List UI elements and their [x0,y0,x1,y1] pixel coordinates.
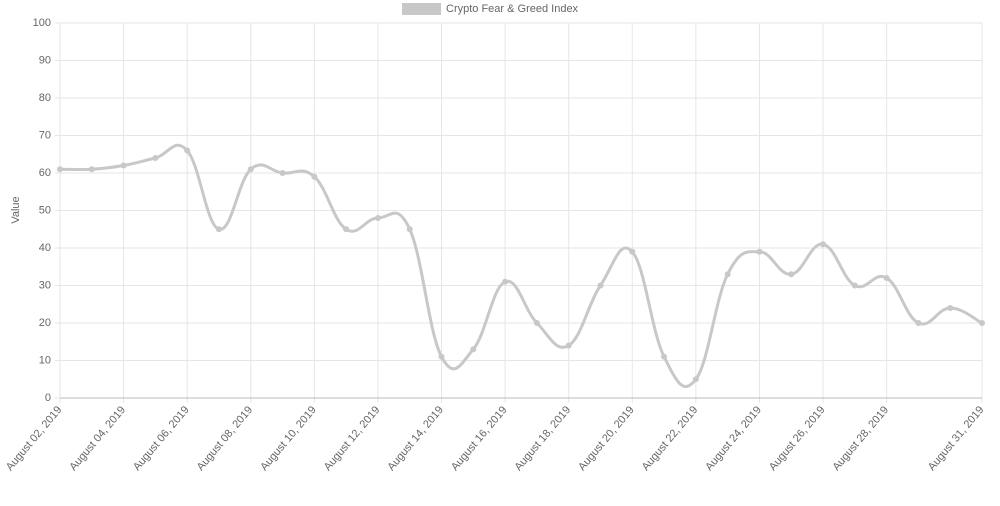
point [374,215,381,221]
x-tick-label: August 12, 2019 [322,404,383,473]
point [788,271,795,278]
y-tick-label: 10 [39,354,51,366]
y-tick-label: 70 [39,129,51,141]
point [311,173,318,180]
point [279,170,286,176]
point [851,282,858,289]
point [120,162,127,169]
x-tick-label: August 24, 2019 [703,404,764,473]
x-tick-label: August 20, 2019 [576,404,637,473]
point [88,166,95,173]
y-tick-label: 50 [39,204,51,216]
y-tick-label: 90 [39,54,51,66]
legend-label: Crypto Fear & Greed Index [446,3,579,15]
point [661,353,668,360]
y-tick-label: 100 [33,17,51,29]
point [343,226,350,233]
point [565,342,572,349]
legend-swatch [402,3,441,15]
x-tick-label: August 02, 2019 [4,404,65,473]
x-tick-label: August 18, 2019 [513,404,574,473]
x-tick-label: August 08, 2019 [195,404,256,473]
point [406,226,413,233]
x-tick-label: August 31, 2019 [926,404,987,473]
point [692,376,699,383]
point [184,147,191,154]
x-tick-label: August 04, 2019 [67,404,128,473]
y-tick-label: 0 [45,392,51,404]
x-tick-label: August 28, 2019 [830,404,891,473]
line [59,143,983,388]
y-axis-label: Value [10,196,22,223]
point [57,166,63,173]
point [470,346,477,353]
point [724,271,731,278]
point [152,155,159,161]
point [215,226,222,233]
x-tick-label: August 14, 2019 [385,404,446,473]
y-tick-label: 30 [39,279,51,291]
point [438,353,445,360]
point [629,248,636,255]
point [947,305,954,311]
y-tick-label: 40 [39,242,51,254]
x-tick-label: August 22, 2019 [640,404,701,473]
y-tick-label: 80 [39,92,51,104]
y-tick-label: 60 [39,167,51,179]
point [756,248,763,255]
x-tick-label: August 26, 2019 [767,404,828,473]
y-tick-label: 20 [39,317,51,329]
point [502,278,509,285]
point [915,320,922,326]
x-tick-label: August 16, 2019 [449,404,510,473]
x-tick-label: August 10, 2019 [258,404,319,473]
point [820,241,827,248]
point [533,320,540,326]
point [597,282,604,289]
x-tick-label: August 06, 2019 [131,404,192,473]
point [883,275,890,281]
point [979,320,985,326]
point [247,166,254,173]
